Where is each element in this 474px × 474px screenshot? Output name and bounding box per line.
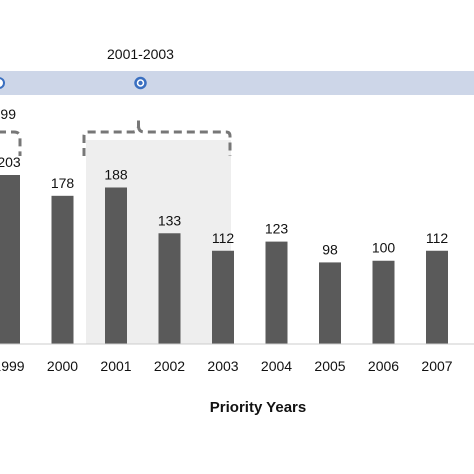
data-label-2002: 133 [158,212,182,228]
x-tick-2003: 2003 [207,358,238,374]
timeline-handle-left[interactable] [0,77,5,89]
x-tick-2001: 2001 [100,358,131,374]
bar-2007 [426,250,448,344]
x-tick-2004: 2004 [261,358,292,374]
data-label-2007: 112 [426,230,449,246]
x-tick-2002: 2002 [154,358,185,374]
x-axis-label: Priority Years [210,399,306,416]
x-tick-2006: 2006 [368,358,399,374]
bar-2002 [158,233,181,344]
x-tick-1999: 1999 [0,358,25,374]
bar-2003 [212,250,234,344]
timeline-band[interactable] [0,71,474,95]
selected-range-label: 2001-2003 [107,46,174,62]
data-label-1999: 203 [0,154,21,170]
x-tick-2007: 2007 [421,358,452,374]
data-label-2006: 100 [372,240,396,256]
data-label-2003: 112 [212,230,235,246]
bar-1999 [0,175,20,344]
x-tick-2000: 2000 [47,358,78,374]
bar-2004 [265,241,288,344]
timeline-handle-selected-dot [138,80,143,86]
bar-2001 [105,187,127,344]
data-label-2005: 98 [322,241,338,257]
bar-2000 [51,195,74,344]
data-label-2001: 188 [104,166,128,182]
x-tick-2005: 2005 [314,358,345,374]
bar-2006 [372,260,395,344]
bar-2005 [319,262,341,344]
data-label-2000: 178 [51,175,75,191]
left-range-bracket [0,130,22,156]
data-label-2004: 123 [265,221,289,237]
left-range-label: 1996-1999 [0,106,16,122]
selected-range-bracket [82,118,232,156]
